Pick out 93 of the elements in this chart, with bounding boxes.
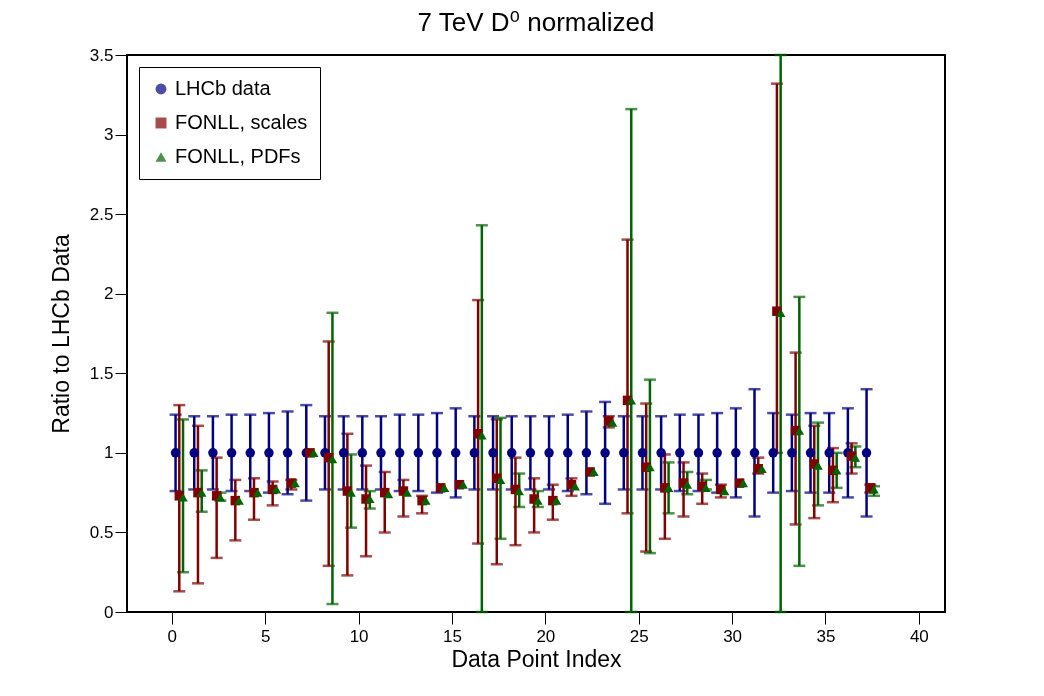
point (813, 461, 823, 470)
point (525, 448, 536, 458)
point (626, 396, 636, 405)
point (365, 494, 375, 504)
point (264, 448, 274, 458)
point (394, 448, 405, 458)
point (656, 448, 666, 458)
point (421, 496, 431, 505)
point (346, 488, 356, 497)
point (245, 448, 255, 458)
point (768, 448, 778, 458)
point (663, 483, 674, 492)
chart-title: 7 TeV D⁰ normalized (417, 7, 655, 37)
point (309, 448, 319, 457)
point (226, 448, 237, 458)
point (831, 466, 842, 475)
legend-label: FONLL, scales (175, 111, 308, 133)
point (570, 482, 580, 491)
x-tick-label: 40 (909, 626, 929, 646)
x-tick-label: 10 (349, 626, 369, 646)
point (563, 448, 573, 458)
point (413, 448, 424, 458)
point (357, 448, 368, 458)
point (488, 448, 498, 458)
point (637, 448, 648, 458)
point (450, 448, 461, 458)
point (749, 448, 760, 458)
legend-label: LHCb data (175, 77, 272, 99)
point (850, 453, 861, 462)
x-tick-label: 35 (816, 626, 836, 646)
point (757, 464, 767, 473)
point (805, 448, 816, 458)
point (252, 488, 263, 497)
point (234, 496, 244, 505)
point (589, 467, 599, 477)
legend-label: FONLL, PDFs (175, 145, 301, 167)
x-tick-label: 20 (536, 626, 556, 646)
point (787, 448, 797, 458)
point (738, 478, 749, 488)
point (271, 485, 282, 494)
y-tick-label: 3.5 (89, 45, 114, 65)
point (189, 448, 199, 458)
x-tick-label: 15 (443, 626, 462, 646)
point (439, 483, 450, 492)
x-tick-label: 0 (167, 626, 178, 646)
y-tick-label: 1.5 (89, 363, 114, 383)
point (506, 448, 517, 458)
y-tick-label: 0 (104, 602, 114, 622)
point (861, 448, 872, 458)
y-tick-label: 1 (104, 443, 114, 463)
point (581, 448, 592, 458)
x-tick-label: 5 (260, 626, 271, 646)
y-tick-label: 2.5 (89, 204, 114, 224)
point (327, 455, 338, 464)
point (514, 486, 524, 496)
point (290, 478, 300, 488)
point (712, 448, 722, 458)
y-tick-label: 3 (104, 125, 114, 145)
point (607, 418, 618, 427)
point (794, 426, 805, 435)
point (675, 448, 685, 458)
point (544, 448, 554, 458)
point (719, 486, 730, 496)
point (402, 488, 412, 497)
point (682, 480, 693, 489)
point (551, 496, 562, 505)
y-tick-label: 2 (104, 284, 114, 304)
point (533, 496, 543, 505)
point (775, 308, 786, 317)
point (196, 488, 207, 497)
x-tick-label: 30 (723, 626, 743, 646)
point (383, 490, 394, 499)
point (701, 483, 711, 492)
point (693, 448, 704, 458)
x-axis-title: Data Point Index (451, 645, 623, 672)
point (170, 448, 181, 458)
point (458, 480, 468, 489)
point (376, 448, 386, 458)
point (600, 448, 610, 458)
point (495, 475, 506, 485)
point (619, 448, 629, 458)
point (338, 448, 349, 458)
point (824, 448, 834, 458)
x-tick-label: 25 (629, 626, 649, 646)
y-axis-title: Ratio to LHCb Data (47, 234, 74, 434)
point (469, 448, 480, 458)
point (208, 448, 218, 458)
point (645, 463, 655, 472)
point (731, 448, 741, 458)
point (432, 448, 442, 458)
y-tick-label: 0.5 (89, 522, 114, 542)
point (282, 448, 293, 458)
point (178, 493, 188, 502)
